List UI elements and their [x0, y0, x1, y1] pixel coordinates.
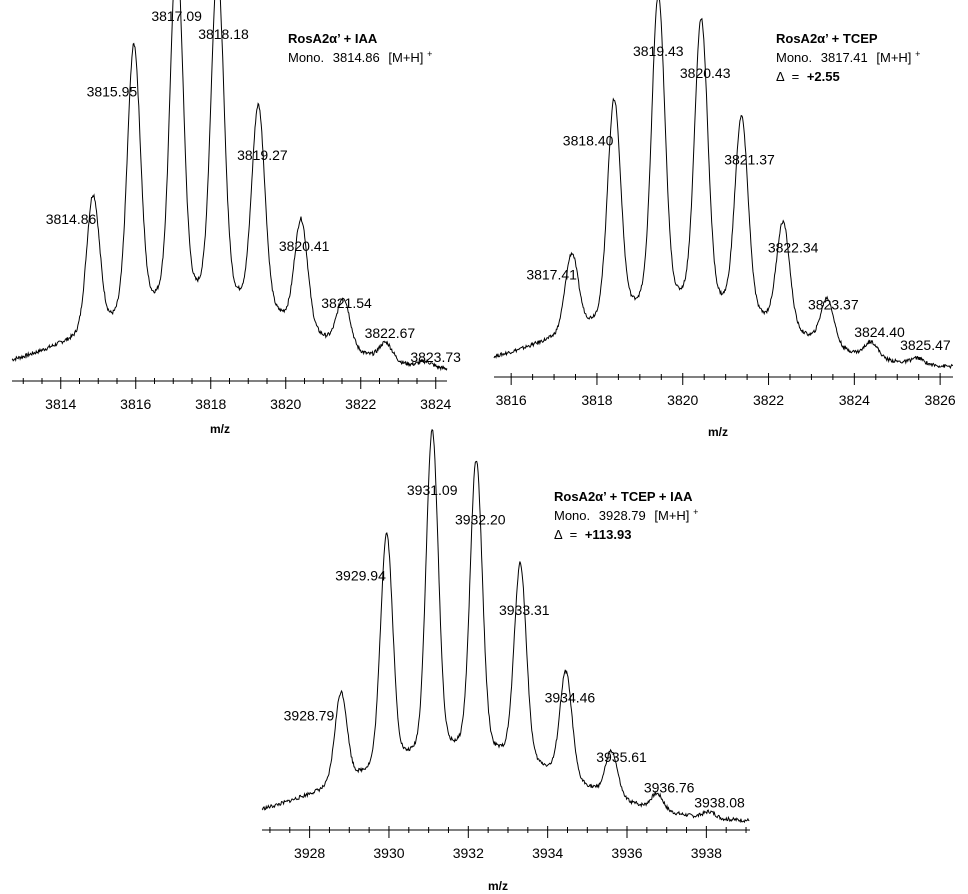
peak-label: 3821.54	[321, 295, 372, 311]
panel-1-mono-line: Mono. 3814.86 [M+H] +	[288, 49, 432, 65]
spectrum-panel-2: 3816 3818 3820 3822 3824 3826 3817.41 3818.40 38…	[493, 0, 956, 408]
panel-3-annotation: RosA2α’ + TCEP + IAA Mono. 3928.79 [M+H]…	[554, 489, 698, 542]
x-tick-label: 3936	[611, 845, 642, 861]
x-tick-label: 3814	[45, 396, 76, 412]
peak-label: 3931.09	[407, 482, 458, 498]
peak-label: 3820.41	[279, 238, 330, 254]
x-tick-label: 3816	[120, 396, 151, 412]
peak-label: 3929.94	[335, 568, 386, 584]
peak-label: 3814.86	[46, 211, 97, 227]
peak-label: 3818.40	[563, 132, 614, 148]
panel-3-mono-line: Mono. 3928.79 [M+H] +	[554, 507, 698, 523]
peak-label: 3934.46	[545, 690, 596, 706]
x-tick-label: 3818	[581, 392, 612, 408]
x-tick-label: 3938	[691, 845, 722, 861]
panel-2-x-axis-title: m/z	[708, 425, 728, 439]
x-tick-label: 3822	[753, 392, 784, 408]
panel-3-mono-label: Mono.	[554, 508, 590, 523]
spectrum-trace	[493, 0, 953, 370]
panel-2-annotation: RosA2α’ + TCEP Mono. 3817.41 [M+H] + Δ =…	[776, 31, 920, 84]
panel-1-ion: [M+H]	[388, 50, 423, 65]
panel-2-delta-eq: =	[792, 69, 800, 84]
panel-2-ion: [M+H]	[876, 50, 911, 65]
peak-label: 3823.37	[808, 296, 859, 312]
peak-label: 3928.79	[284, 707, 335, 723]
peak-label: 3821.37	[724, 151, 775, 167]
panel-3-title: RosA2α’ + TCEP + IAA	[554, 489, 693, 504]
peak-label: 3936.76	[644, 779, 695, 795]
spectrum-trace	[261, 428, 750, 824]
x-tick-label: 3934	[532, 845, 563, 861]
panel-3-x-axis-title: m/z	[488, 879, 508, 893]
x-tick-label: 3816	[496, 392, 527, 408]
peak-label: 3935.61	[596, 749, 647, 765]
peak-label: 3938.08	[694, 795, 745, 811]
x-tick-label: 3930	[373, 845, 404, 861]
peak-label: 3819.43	[633, 43, 684, 59]
panel-2-delta-symbol: Δ	[776, 69, 785, 84]
panel-2-mono-label: Mono.	[776, 50, 812, 65]
x-tick-label: 3822	[345, 396, 376, 412]
panel-1-mono-value: 3814.86	[333, 50, 380, 65]
panel-1-annotation: RosA2α’ + IAA Mono. 3814.86 [M+H] +	[288, 31, 432, 65]
panel-1-ion-charge: +	[427, 49, 432, 59]
peak-label: 3817.09	[151, 8, 202, 24]
peak-label: 3824.40	[854, 324, 905, 340]
peak-label: 3822.34	[768, 240, 819, 256]
panel-2-mono-line: Mono. 3817.41 [M+H] +	[776, 49, 920, 65]
panel-1-title: RosA2α’ + IAA	[288, 31, 378, 46]
panel-2-delta-value: +2.55	[807, 69, 840, 84]
panel-2-delta-line: Δ = +2.55	[776, 69, 840, 84]
x-tick-label: 3928	[294, 845, 325, 861]
x-tick-label: 3818	[195, 396, 226, 412]
spectrum-panel-1: 3814 3816 3818 3820 3822 3824 3814.86 3815.95 38…	[11, 0, 461, 412]
peak-label: 3932.20	[455, 511, 506, 527]
panel-2-title: RosA2α’ + TCEP	[776, 31, 878, 46]
spectrum-trace	[11, 0, 448, 372]
x-tick-label: 3824	[420, 396, 451, 412]
peak-label: 3822.67	[365, 325, 416, 341]
x-tick-label: 3932	[453, 845, 484, 861]
peak-label: 3818.18	[198, 26, 249, 42]
panel-3-ion: [M+H]	[654, 508, 689, 523]
panel-3-delta-value: +113.93	[585, 527, 632, 542]
panel-1-mono-label: Mono.	[288, 50, 324, 65]
x-tick-label: 3820	[667, 392, 698, 408]
peak-label: 3823.73	[410, 349, 461, 365]
peak-label: 3933.31	[499, 602, 550, 618]
spectrum-panel-3: 3928 3930 3932 3934 3936 3938 3928.79 3929.94 39…	[261, 428, 750, 861]
peak-label: 3825.47	[900, 337, 951, 353]
panel-2-mono-value: 3817.41	[821, 50, 868, 65]
panel-3-ion-charge: +	[693, 507, 698, 517]
panel-3-delta-line: Δ = +113.93	[554, 527, 631, 542]
peak-label: 3820.43	[680, 65, 731, 81]
peak-label: 3815.95	[87, 83, 138, 99]
panel-2-ion-charge: +	[915, 49, 920, 59]
x-tick-label: 3826	[925, 392, 956, 408]
x-tick-label: 3820	[270, 396, 301, 412]
peak-label: 3817.41	[526, 267, 577, 283]
panel-3-delta-eq: =	[570, 527, 578, 542]
panel-3-delta-symbol: Δ	[554, 527, 563, 542]
peak-label: 3819.27	[237, 147, 288, 163]
panel-1-x-axis-title: m/z	[210, 422, 230, 436]
x-tick-label: 3824	[839, 392, 870, 408]
panel-3-mono-value: 3928.79	[599, 508, 646, 523]
